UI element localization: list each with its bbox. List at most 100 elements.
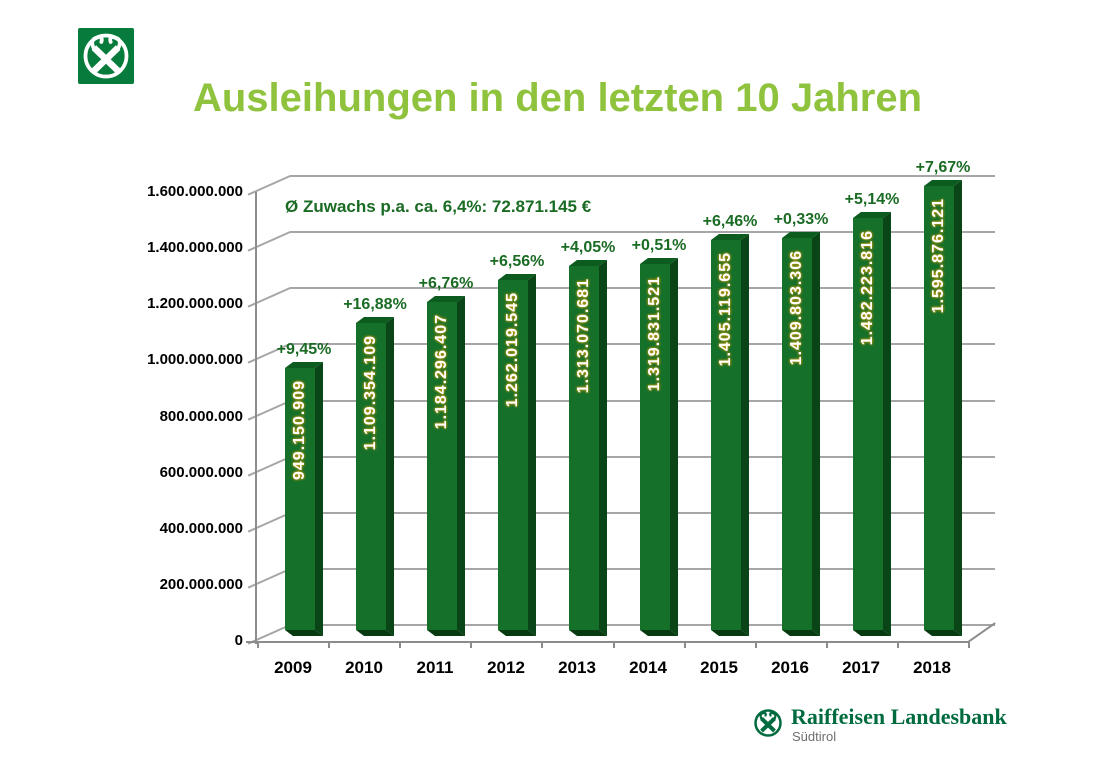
x-axis-label: 2012 xyxy=(487,658,525,677)
footer-logo-name: Raiffeisen Landesbank xyxy=(791,704,1007,729)
bar-2015: 1.405.119.655 xyxy=(711,234,749,636)
y-axis-label: 400.000.000 xyxy=(159,520,243,537)
x-axis-label: 2010 xyxy=(345,658,383,677)
x-axis-label: 2014 xyxy=(629,658,667,677)
y-axis-label: 1.400.000.000 xyxy=(147,239,243,256)
bar-percent-label: +6,46% xyxy=(702,213,758,230)
bar-front-face: 1.409.803.306 xyxy=(782,238,812,630)
gridline xyxy=(290,175,995,177)
bar-top-face xyxy=(427,296,465,302)
raiffeisen-gable-cross-icon xyxy=(78,28,134,84)
footer-logo-text: Raiffeisen Landesbank Südtirol xyxy=(791,705,1007,745)
bar-side-face xyxy=(528,274,536,636)
bar-top-face xyxy=(853,212,891,218)
y-axis-label: 1.600.000.000 xyxy=(147,183,243,200)
y-axis-label: 0 xyxy=(234,632,243,649)
bar-side-face xyxy=(812,232,820,636)
bar-side-face xyxy=(670,258,678,636)
footer-logo-sub: Südtirol xyxy=(792,729,837,744)
bar-2010: 1.109.354.109 xyxy=(356,317,394,636)
bar-value-label: 1.262.019.545 xyxy=(504,292,521,408)
footer-logo: Raiffeisen Landesbank Südtirol xyxy=(753,705,1007,745)
bar-front-face: 1.184.296.407 xyxy=(427,302,457,630)
bar-value-label: 1.405.119.655 xyxy=(717,252,734,367)
bar-percent-label: +0,33% xyxy=(773,211,829,228)
x-axis-label: 2013 xyxy=(558,658,596,677)
y-axis-label: 1.000.000.000 xyxy=(147,351,243,368)
bar-percent-label: +7,67% xyxy=(915,159,971,176)
bar-value-label: 1.482.223.816 xyxy=(859,230,876,346)
x-axis-tick xyxy=(684,641,686,648)
bar-side-face xyxy=(741,234,749,636)
y-axis-line xyxy=(255,192,257,644)
bar-top-face xyxy=(924,180,962,186)
bar-bottom-face xyxy=(356,630,394,636)
bar-2017: 1.482.223.816 xyxy=(853,212,891,636)
bar-front-face: 1.262.019.545 xyxy=(498,280,528,630)
x-axis-tick xyxy=(399,641,401,648)
chart-annotation: Ø Zuwachs p.a. ca. 6,4%: 72.871.145 € xyxy=(285,197,592,216)
bar-2018: 1.595.876.121 xyxy=(924,180,962,636)
raiffeisen-gable-cross-icon xyxy=(754,709,782,737)
bar-side-face xyxy=(883,212,891,636)
bar-bottom-face xyxy=(924,630,962,636)
bar-front-face: 949.150.909 xyxy=(285,368,315,630)
bar-side-face xyxy=(599,260,607,636)
bar-percent-label: +6,76% xyxy=(418,275,474,292)
bar-bottom-face xyxy=(427,630,465,636)
bar-top-face xyxy=(640,258,678,264)
bar-front-face: 1.482.223.816 xyxy=(853,218,883,630)
bar-front-face: 1.595.876.121 xyxy=(924,186,954,630)
bar-2011: 1.184.296.407 xyxy=(427,296,465,636)
bar-percent-label: +5,14% xyxy=(844,191,900,208)
bar-side-face xyxy=(954,180,962,636)
bar-top-face xyxy=(356,317,394,323)
x-axis-tick xyxy=(328,641,330,648)
bar-percent-label: +4,05% xyxy=(560,239,616,256)
x-axis-tick xyxy=(897,641,899,648)
page-title: Ausleihungen in den letzten 10 Jahren xyxy=(192,76,923,120)
bar-side-face xyxy=(315,362,323,636)
bar-front-face: 1.313.070.681 xyxy=(569,266,599,630)
bar-percent-label: +6,56% xyxy=(489,253,545,270)
bar-bottom-face xyxy=(640,630,678,636)
x-axis-tick xyxy=(613,641,615,648)
bar-top-face xyxy=(782,232,820,238)
bar-value-label: 1.184.296.407 xyxy=(433,314,450,430)
y-axis-label: 200.000.000 xyxy=(159,576,243,593)
bar-2009: 949.150.909 xyxy=(285,362,323,636)
bar-bottom-face xyxy=(569,630,607,636)
bar-2014: 1.319.831.521 xyxy=(640,258,678,636)
bar-front-face: 1.319.831.521 xyxy=(640,264,670,630)
bar-side-face xyxy=(386,317,394,636)
x-axis-tick xyxy=(826,641,828,648)
x-axis-label: 2015 xyxy=(700,658,738,677)
x-axis-label: 2016 xyxy=(771,658,809,677)
bar-2012: 1.262.019.545 xyxy=(498,274,536,636)
bar-bottom-face xyxy=(782,630,820,636)
bar-bottom-face xyxy=(498,630,536,636)
y-axis-label: 600.000.000 xyxy=(159,464,243,481)
y-axis-label: 800.000.000 xyxy=(159,408,243,425)
x-axis-tick xyxy=(470,641,472,648)
bar-percent-label: +16,88% xyxy=(343,296,407,313)
bar-value-label: 1.313.070.681 xyxy=(575,278,592,394)
bar-percent-label: +0,51% xyxy=(631,237,687,254)
x-axis-tick xyxy=(755,641,757,648)
bar-2016: 1.409.803.306 xyxy=(782,232,820,636)
bar-top-face xyxy=(498,274,536,280)
y-axis-label: 1.200.000.000 xyxy=(147,295,243,312)
x-axis-line xyxy=(246,641,968,643)
bar-bottom-face xyxy=(853,630,891,636)
bar-top-face xyxy=(285,362,323,368)
bar-value-label: 1.109.354.109 xyxy=(362,335,379,451)
x-axis-tick xyxy=(968,641,970,648)
x-axis-label: 2017 xyxy=(842,658,880,677)
bar-bottom-face xyxy=(711,630,749,636)
bar-bottom-face xyxy=(285,630,323,636)
bar-front-face: 1.405.119.655 xyxy=(711,240,741,630)
bar-top-face xyxy=(711,234,749,240)
bar-value-label: 1.409.803.306 xyxy=(788,250,805,366)
